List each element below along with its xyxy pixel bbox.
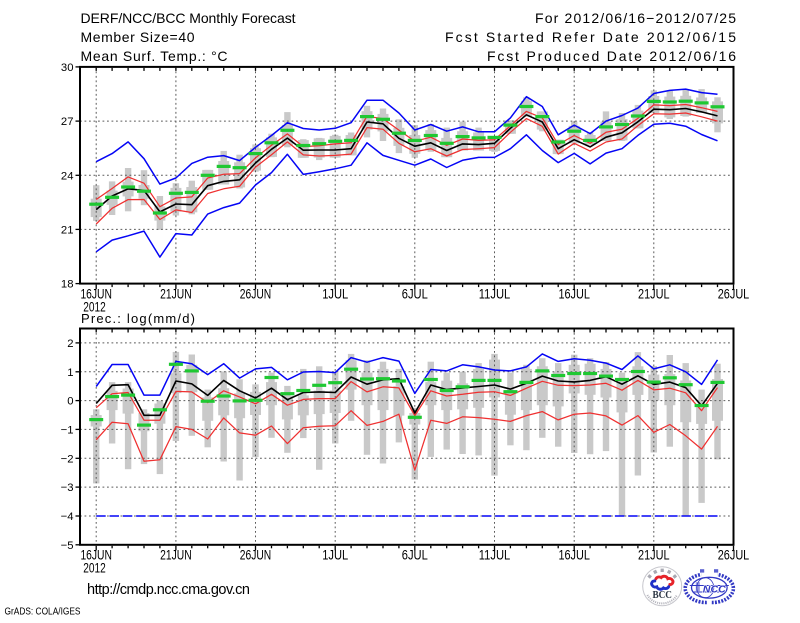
svg-text:21JUN: 21JUN (160, 287, 192, 302)
svg-text:Prec.: log(mm/d): Prec.: log(mm/d) (81, 311, 195, 326)
svg-text:http://cmdp.ncc.cma.gov.cn: http://cmdp.ncc.cma.gov.cn (87, 582, 250, 598)
svg-text:1JUL: 1JUL (322, 287, 348, 302)
svg-text:1: 1 (67, 367, 73, 379)
svg-text:−4: −4 (61, 511, 74, 523)
svg-text:16JUL: 16JUL (558, 548, 590, 563)
svg-text:26JUL: 26JUL (718, 287, 750, 302)
svg-text:Fcst Started Refer Date 2012/0: Fcst Started Refer Date 2012/06/15 (445, 29, 736, 45)
svg-text:24: 24 (61, 170, 74, 182)
svg-text:0: 0 (67, 396, 73, 408)
svg-text:30: 30 (61, 62, 74, 74)
svg-text:26JUL: 26JUL (718, 548, 750, 563)
svg-text:GrADS: COLA/IGES: GrADS: COLA/IGES (5, 607, 81, 618)
svg-text:16JUL: 16JUL (558, 287, 590, 302)
svg-text:2012: 2012 (83, 300, 106, 315)
svg-text:−2: −2 (61, 453, 74, 465)
svg-text:11JUL: 11JUL (479, 548, 511, 563)
svg-text:−5: −5 (61, 540, 74, 552)
svg-text:27: 27 (61, 116, 74, 128)
svg-text:For 2012/06/16−2012/07/25: For 2012/06/16−2012/07/25 (535, 10, 736, 26)
svg-text:18: 18 (61, 279, 74, 291)
svg-text:1JUL: 1JUL (322, 548, 348, 563)
svg-text:21: 21 (61, 224, 74, 236)
svg-text:16JUN: 16JUN (80, 287, 112, 302)
svg-text:21JUN: 21JUN (160, 548, 192, 563)
svg-text:BCC: BCC (652, 590, 672, 601)
svg-text:6JUL: 6JUL (402, 548, 428, 563)
svg-text:−1: −1 (61, 424, 74, 436)
svg-text:26JUN: 26JUN (240, 287, 272, 302)
svg-text:Fcst Produced Date 2012/06/16: Fcst Produced Date 2012/06/16 (487, 48, 736, 64)
svg-text:DERF/NCC/BCC Monthly Forecast: DERF/NCC/BCC Monthly Forecast (81, 10, 296, 26)
svg-text:Mean Surf. Temp.: °C: Mean Surf. Temp.: °C (81, 48, 228, 64)
svg-text:NCC: NCC (703, 583, 726, 595)
svg-text:26JUN: 26JUN (240, 548, 272, 563)
svg-text:−3: −3 (61, 482, 74, 494)
svg-text:11JUL: 11JUL (479, 287, 511, 302)
svg-text:16JUN: 16JUN (80, 548, 112, 563)
svg-text:Member Size=40: Member Size=40 (81, 29, 195, 45)
svg-text:6JUL: 6JUL (402, 287, 428, 302)
svg-text:21JUL: 21JUL (638, 287, 670, 302)
svg-text:2: 2 (67, 338, 73, 350)
svg-text:21JUL: 21JUL (638, 548, 670, 563)
svg-text:2012: 2012 (83, 561, 106, 576)
